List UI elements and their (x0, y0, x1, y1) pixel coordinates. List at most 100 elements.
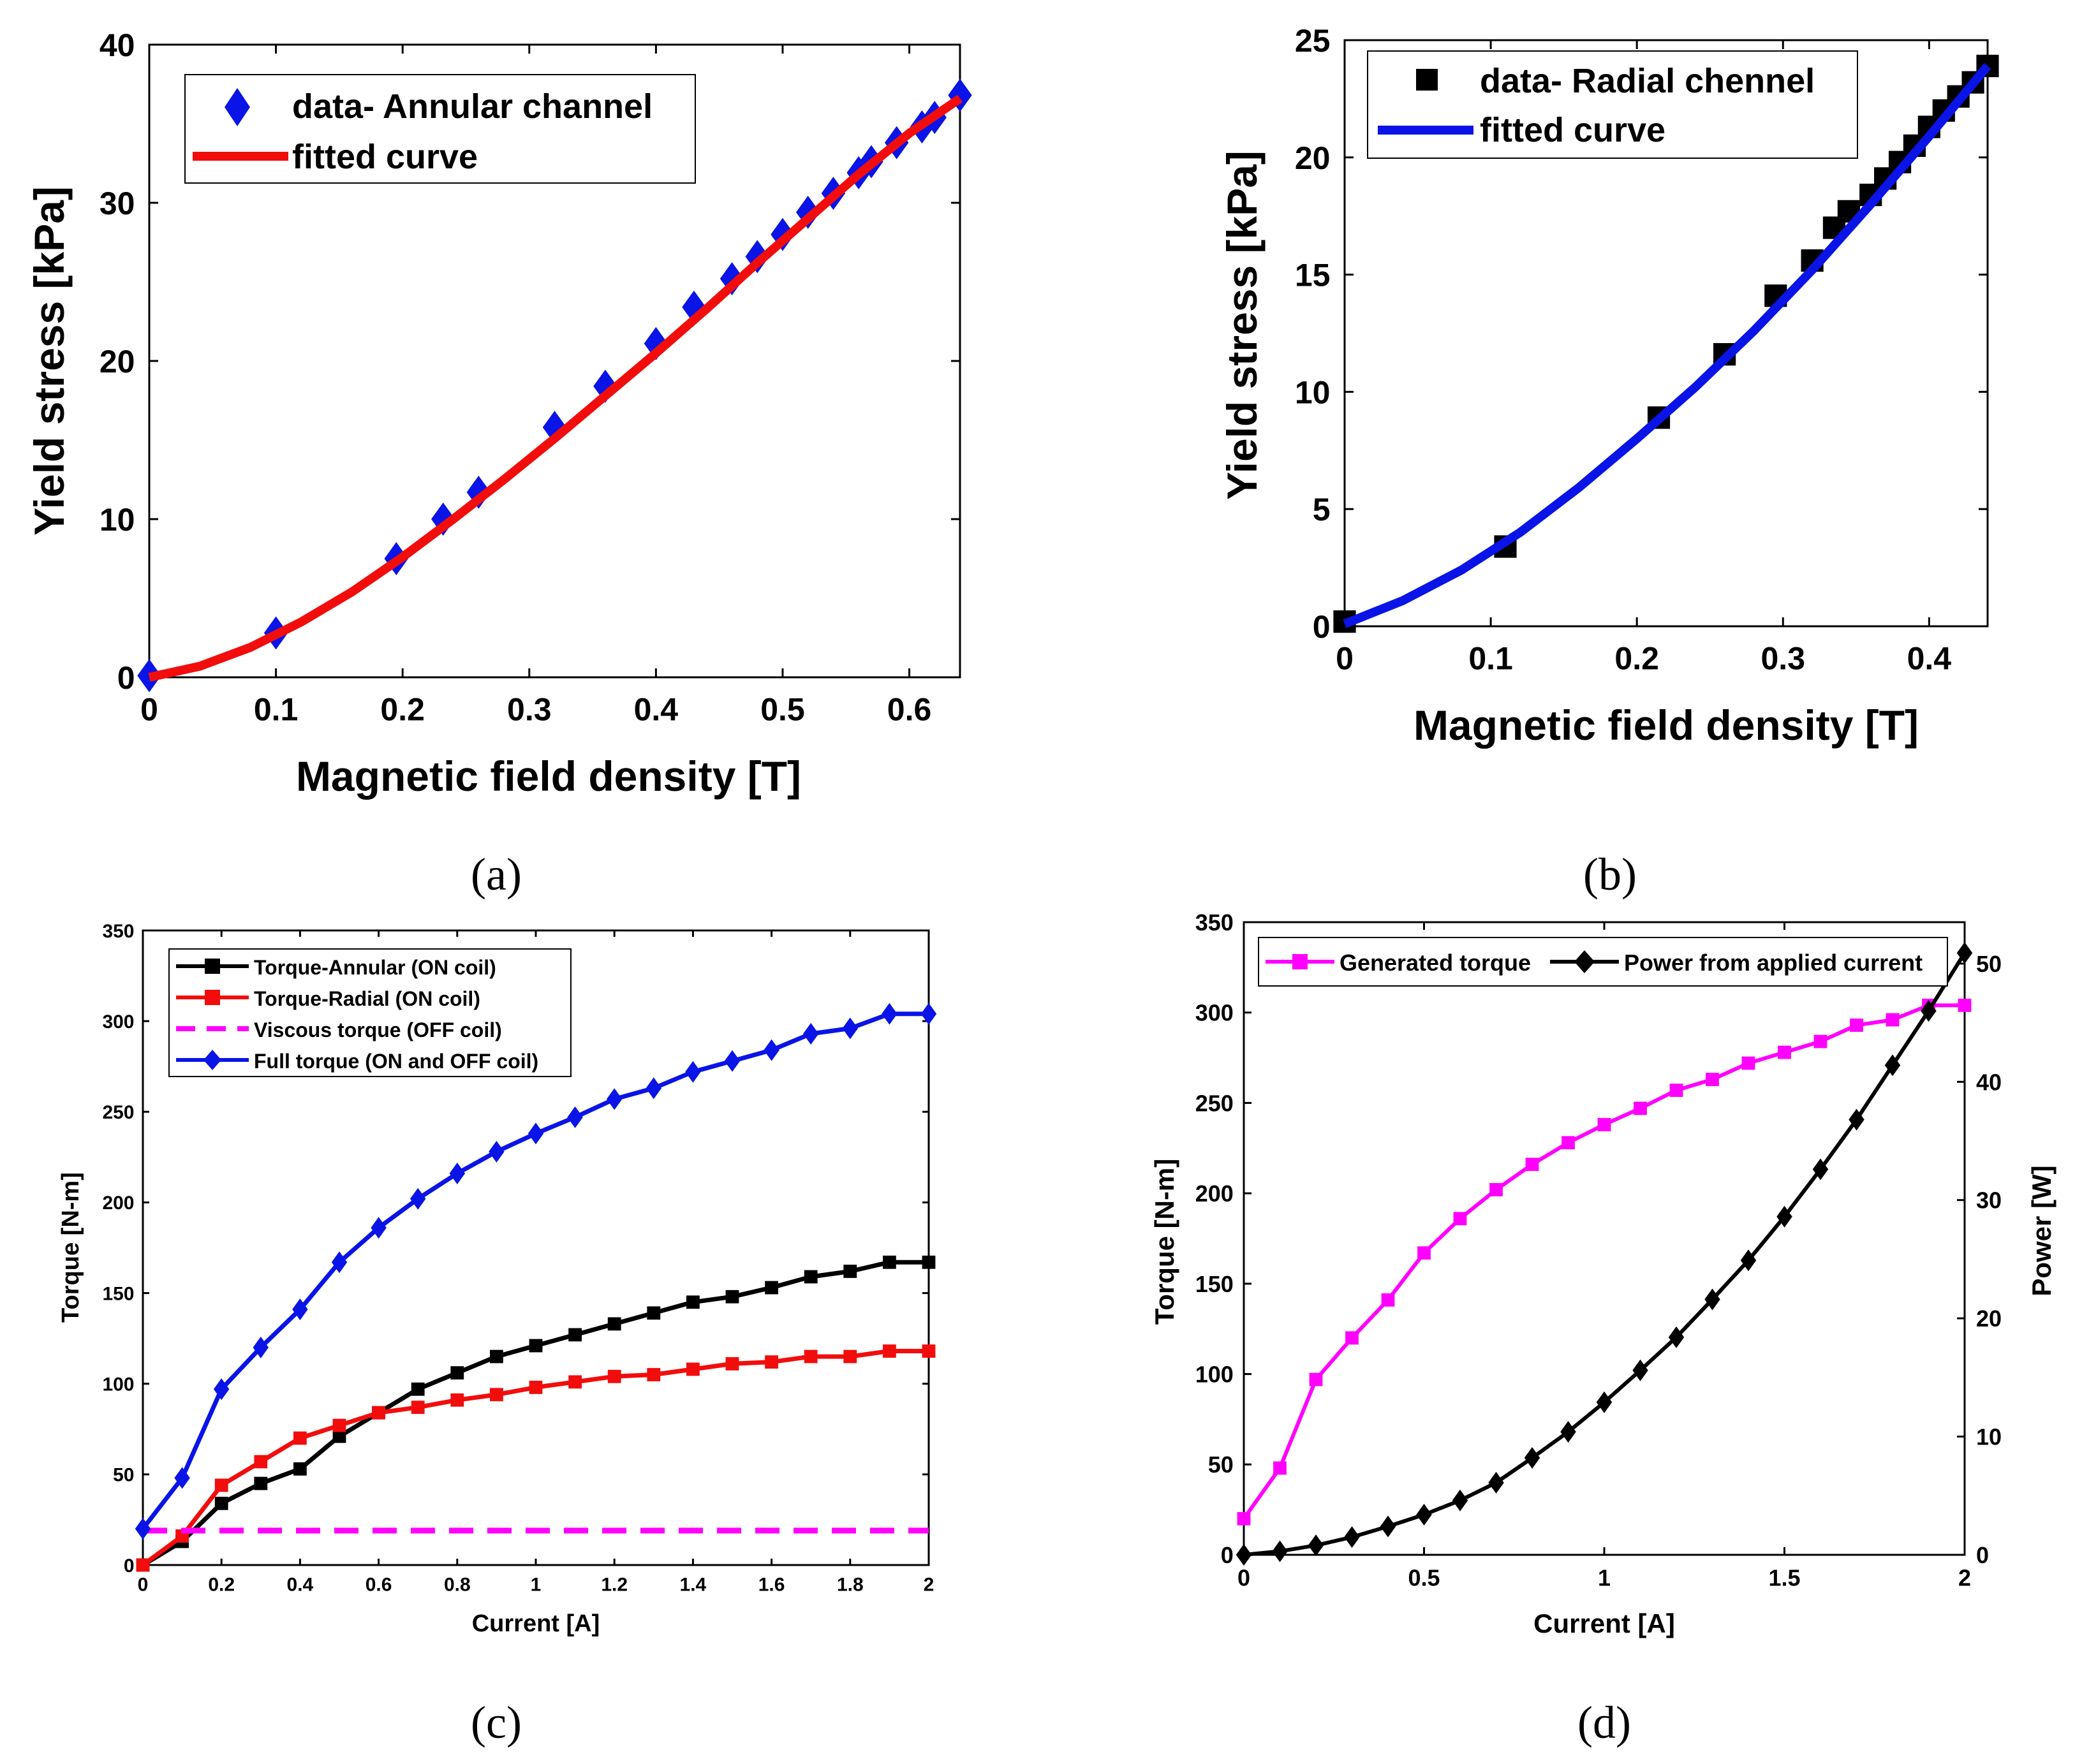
series-c-3-point (135, 1518, 151, 1540)
series-d-1-point (1921, 1000, 1937, 1022)
x-tick-label: 0.2 (208, 1575, 235, 1596)
series-c-0-point (293, 1462, 307, 1476)
series-d-0 (1237, 998, 1972, 1525)
y-tick-label: 15 (1295, 258, 1331, 293)
legend-label-viscous-c: Viscous torque (OFF coil) (254, 1018, 502, 1041)
y-tick-label: 50 (113, 1465, 134, 1486)
series-d-0-point (1525, 1158, 1539, 1172)
series-c-0-point (332, 1429, 346, 1443)
series-d-0-point (1345, 1331, 1359, 1345)
series-c-0-point (647, 1306, 661, 1320)
series-d-1-point (1632, 1359, 1648, 1381)
y-tick-label: 30 (100, 186, 135, 221)
series-d-1-point (1596, 1391, 1613, 1413)
series-c-0-point (883, 1255, 896, 1269)
legend-label-annular-c: Torque-Annular (ON coil) (254, 956, 496, 979)
series-d-1-point (1524, 1446, 1540, 1469)
legend-label-fitted-b: fitted curve (1480, 111, 1665, 149)
panel-label-c: (c) (471, 1697, 522, 1748)
y-axis-label-a: Yield stress [kPa] (26, 186, 73, 536)
series-a-1-line (148, 94, 963, 682)
x-tick-label: 0.4 (1907, 641, 1952, 677)
legend-marker-annular (225, 88, 250, 126)
series-c-1-point (647, 1368, 661, 1381)
series-c-3-point (606, 1088, 623, 1110)
series-c-1-point (332, 1418, 346, 1432)
legend-label-radial-c: Torque-Radial (ON coil) (254, 987, 480, 1010)
series-c-1-point (490, 1388, 503, 1402)
panel-a: 0 0.1 0.2 0.3 0.4 0.5 0.6 0 10 20 30 40 data- Annul… (26, 27, 972, 900)
series-c-0-point (254, 1476, 268, 1490)
series-c-3-point (253, 1336, 269, 1358)
series-c-1-point (804, 1349, 818, 1363)
panel-d: 0 0.5 1 1.5 20501001502002503003500102030405… (1149, 909, 2056, 1748)
y-tick-label: 150 (1195, 1271, 1234, 1297)
y-tick-label: 20 (100, 344, 135, 379)
series-b-1-line (1343, 62, 1991, 628)
series-c-3-point (410, 1187, 426, 1210)
legend-marker-power-d (1574, 950, 1595, 973)
series-d-1-point (1236, 1544, 1252, 1566)
panel-b: 0 0.1 0.2 0.3 0.4 0 5 10 15 20 25 data- Radial che… (1218, 23, 1999, 900)
series-d-0-point (1813, 1034, 1827, 1048)
series-c-1-point (254, 1455, 268, 1469)
series-d-1-point (1272, 1540, 1288, 1562)
series-c-1-point (372, 1406, 385, 1420)
y-tick-label: 250 (102, 1102, 134, 1123)
series-d-0-point (1850, 1018, 1863, 1032)
series-d-1-point (1812, 1158, 1829, 1180)
y-tick-label: 0 (1221, 1542, 1234, 1568)
y-tick-label: 200 (102, 1193, 134, 1214)
x-tick-label: 2 (1958, 1565, 1971, 1591)
series-c-3-point (528, 1122, 544, 1145)
series-c-3-point (920, 1003, 937, 1025)
series-c-3-point (489, 1140, 505, 1163)
legend-c: Torque-Annular (ON coil) Torque-Radial (… (168, 948, 572, 1077)
series-c-1-point (725, 1357, 739, 1371)
series-c-3-point (646, 1077, 662, 1099)
series-d (1236, 942, 1973, 1566)
x-tick-label: 0.2 (1614, 641, 1659, 677)
series-d-0-point (1886, 1013, 1900, 1027)
series-c-0-point (490, 1349, 503, 1363)
series-d-1-point (1956, 942, 1973, 964)
series-d-0-point (1273, 1461, 1287, 1475)
x-tick-label: 0.6 (887, 692, 932, 728)
series-c-1-point (136, 1558, 150, 1572)
legend-d: Generated torque Power from applied curr… (1258, 937, 1948, 987)
legend-box-c (168, 948, 572, 1077)
y-axis-label-c: Torque [N-m] (57, 1172, 84, 1323)
y-tick-label: 350 (1195, 909, 1234, 936)
series-b-1 (1343, 62, 1991, 628)
legend-label-fitted-a: fitted curve (292, 138, 478, 176)
series-d-0-point (1453, 1212, 1467, 1226)
series-c-0-point (450, 1366, 464, 1380)
series-d-1 (1236, 942, 1973, 1566)
series-c-1-point (529, 1381, 543, 1394)
series-a (137, 78, 972, 693)
ticks-d: 0 0.5 1 1.5 20501001502002503003500102030405… (1195, 909, 2002, 1591)
y-right-tick-label: 0 (1976, 1542, 1989, 1568)
y-tick-label: 100 (102, 1374, 134, 1395)
series-c-3-point (213, 1378, 230, 1400)
y-right-tick-label: 10 (1976, 1424, 2002, 1450)
y-right-tick-label: 30 (1976, 1187, 2002, 1214)
series-d-1-point (1704, 1288, 1720, 1311)
series-c-0-point (607, 1317, 621, 1331)
series-c-3-point (724, 1050, 741, 1072)
x-tick-label: 1.5 (1768, 1565, 1800, 1591)
series-d-1-point (1668, 1326, 1685, 1348)
series-d-0-point (1634, 1101, 1647, 1115)
series-c-3-point (882, 1003, 897, 1025)
x-tick-label: 0.1 (1468, 641, 1513, 677)
x-axis-label-c: Current [A] (472, 1610, 600, 1637)
series-c-1-point (686, 1362, 700, 1376)
series-d-0-point (1778, 1045, 1791, 1059)
series-d-0-point (1562, 1136, 1575, 1150)
y-tick-label: 200 (1195, 1180, 1234, 1207)
x-tick-label: 0 (140, 692, 158, 728)
x-tick-label: 1.8 (837, 1575, 864, 1596)
series-c-0-point (765, 1281, 778, 1295)
series-d-1-point (1560, 1421, 1576, 1443)
series-b (1333, 54, 1999, 633)
